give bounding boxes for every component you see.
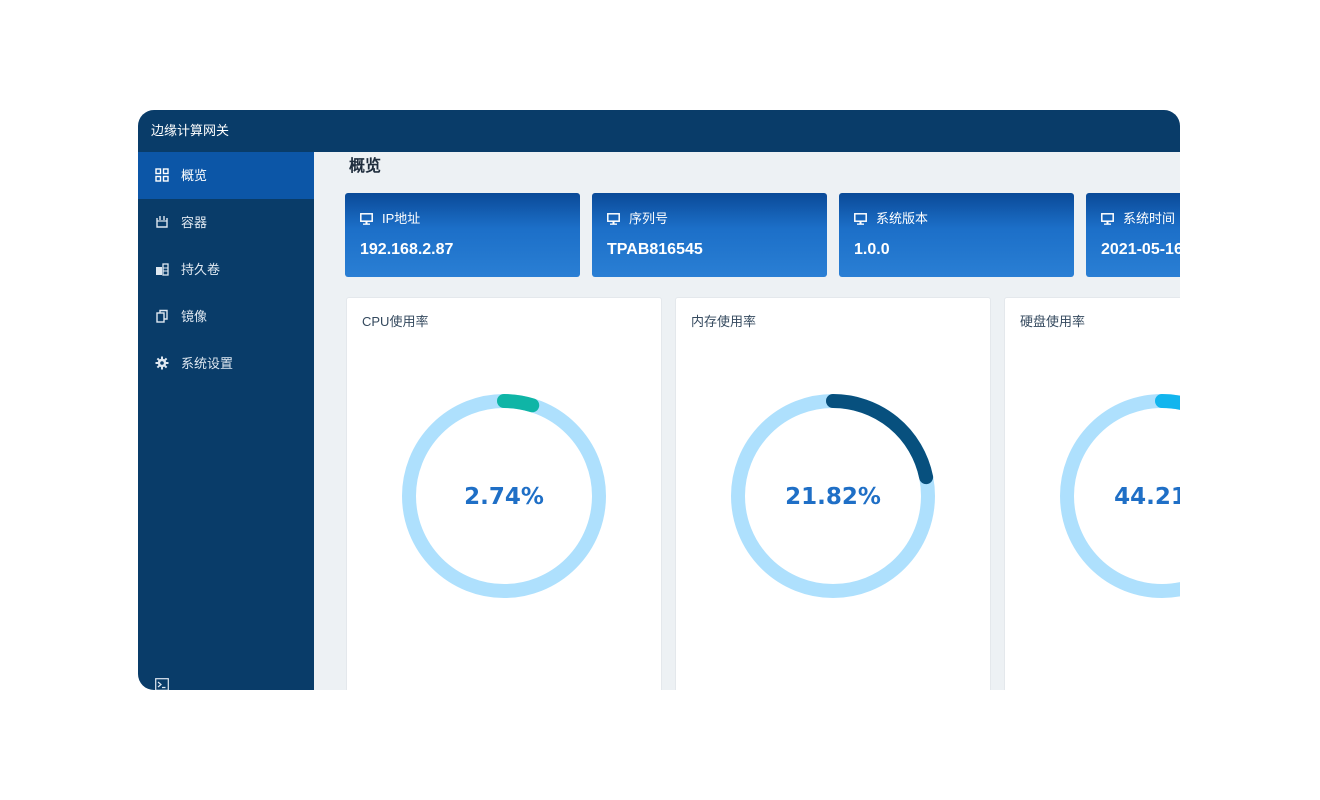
gauge-card-disk: 硬盘使用率 44.21% — [1004, 297, 1180, 690]
sidebar-item-label: 概览 — [181, 168, 208, 183]
sidebar-item-settings[interactable]: 系统设置 — [138, 340, 314, 387]
monitor-icon — [607, 213, 620, 225]
app-window: 边缘计算网关 概览 容器 — [138, 110, 1180, 690]
gauge-chart: 21.82% — [731, 394, 935, 598]
monitor-icon — [360, 213, 373, 225]
sidebar-item-images[interactable]: 镜像 — [138, 293, 314, 340]
gauge-card-memory: 内存使用率 21.82% — [675, 297, 991, 690]
info-card-label: 系统版本 — [876, 211, 929, 226]
info-card-version: 系统版本 1.0.0 — [839, 193, 1074, 277]
gauge-card-cpu: CPU使用率 2.74% — [346, 297, 662, 690]
gauge-title: CPU使用率 — [362, 314, 429, 329]
sidebar-item-label: 持久卷 — [181, 262, 221, 277]
gauge-chart: 2.74% — [402, 394, 606, 598]
container-icon — [156, 216, 168, 228]
gauge-title: 硬盘使用率 — [1020, 314, 1086, 329]
info-card-value: 1.0.0 — [854, 241, 890, 258]
sidebar-item-volumes[interactable]: 持久卷 — [138, 246, 314, 293]
copy-icon — [156, 309, 168, 323]
gauge-arc — [826, 394, 934, 485]
sidebar-item-label: 镜像 — [181, 309, 208, 324]
top-bar: 边缘计算网关 — [138, 110, 1180, 152]
sidebar-item-containers[interactable]: 容器 — [138, 199, 314, 246]
info-card-ip: IP地址 192.168.2.87 — [345, 193, 580, 277]
gauge-value: 44.21% — [1114, 484, 1180, 510]
info-card-time: 系统时间 2021-05-16 — [1086, 193, 1180, 277]
info-card-value: TPAB816545 — [607, 241, 703, 258]
gauge-title: 内存使用率 — [691, 314, 757, 329]
sidebar-item-label: 系统设置 — [181, 356, 234, 371]
info-card-serial: 序列号 TPAB816545 — [592, 193, 827, 277]
info-card-value: 2021-05-16 — [1101, 241, 1180, 258]
gauge-chart: 44.21% — [1060, 394, 1180, 598]
grid-icon — [155, 168, 169, 182]
info-card-label: 系统时间 — [1123, 211, 1176, 226]
page-title: 概览 — [349, 158, 382, 175]
sidebar-item-label: 容器 — [181, 215, 208, 230]
sidebar: 概览 容器 持久卷 镜像 — [138, 152, 314, 690]
sidebar-item-overview[interactable]: 概览 — [138, 152, 314, 199]
gauge-value: 21.82% — [785, 484, 881, 510]
info-card-label: IP地址 — [382, 211, 421, 226]
info-card-value: 192.168.2.87 — [360, 241, 454, 258]
app-title: 边缘计算网关 — [151, 123, 230, 138]
info-card-label: 序列号 — [629, 211, 669, 226]
gauge-value: 2.74% — [464, 484, 544, 510]
monitor-icon — [854, 213, 867, 225]
monitor-icon — [1101, 213, 1114, 225]
terminal-icon[interactable] — [155, 678, 169, 690]
gear-icon — [155, 356, 169, 370]
volume-icon — [156, 263, 169, 276]
main-content: 概览 IP地址 192.168.2.87 序列号 TPAB816545 — [314, 152, 1180, 690]
gauge-arc — [497, 394, 540, 413]
